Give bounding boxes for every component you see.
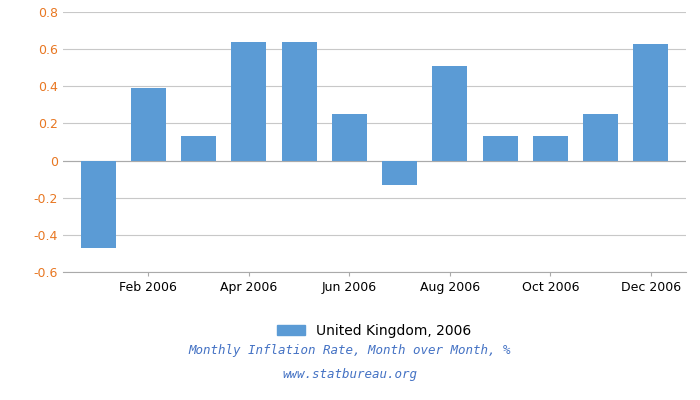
- Bar: [533, 136, 568, 160]
- Bar: [181, 136, 216, 160]
- Bar: [281, 42, 316, 160]
- Bar: [634, 44, 668, 160]
- Bar: [131, 88, 166, 160]
- Bar: [583, 114, 618, 160]
- Text: Monthly Inflation Rate, Month over Month, %: Monthly Inflation Rate, Month over Month…: [189, 344, 511, 357]
- Bar: [231, 42, 267, 160]
- Legend: United Kingdom, 2006: United Kingdom, 2006: [272, 318, 477, 343]
- Bar: [80, 160, 116, 248]
- Text: www.statbureau.org: www.statbureau.org: [283, 368, 417, 381]
- Bar: [482, 136, 518, 160]
- Bar: [382, 160, 417, 185]
- Bar: [433, 66, 468, 160]
- Bar: [332, 114, 367, 160]
